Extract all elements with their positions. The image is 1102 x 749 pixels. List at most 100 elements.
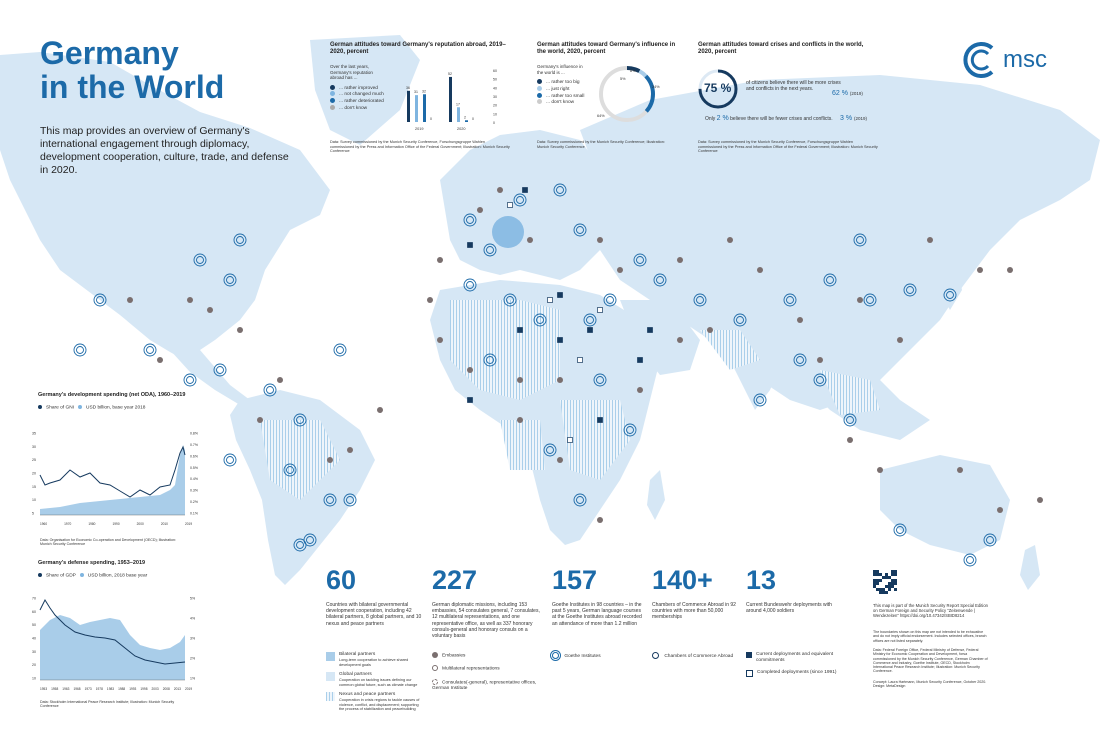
legend-item: Current deployments and equivalent commi… — [746, 652, 846, 664]
legend-label: Nexus and peace partners — [339, 692, 396, 697]
qr-module — [891, 579, 894, 582]
legend-dot — [78, 405, 82, 409]
legend-dot — [537, 79, 542, 84]
qr-module — [894, 579, 897, 582]
goethe-marker — [483, 243, 497, 257]
goethe-marker-inner — [596, 376, 604, 384]
area-series — [40, 615, 185, 680]
qr-module — [879, 591, 882, 594]
legend-label: Share of GNI — [46, 405, 74, 411]
axis-tick: 2003 — [152, 687, 159, 691]
goethe-marker-inner — [516, 196, 524, 204]
goethe-marker-inner — [626, 426, 634, 434]
embassy-marker — [187, 297, 193, 303]
embassy-marker — [327, 457, 333, 463]
chamber-icon — [652, 652, 659, 659]
goethe-marker-inner — [546, 446, 554, 454]
influence-title: German attitudes toward Germany's influe… — [537, 42, 676, 55]
embassy-marker — [127, 297, 133, 303]
stat-description: Chambers of Commerce Abroad in 92 countr… — [652, 602, 736, 621]
goethe-marker-inner — [636, 256, 644, 264]
goethe-marker — [193, 253, 207, 267]
axis-tick: 5% — [190, 597, 195, 601]
axis-tick: 2008 — [163, 687, 170, 691]
embassy-marker — [997, 507, 1003, 513]
goethe-marker-inner — [486, 356, 494, 364]
year-label: 2019 — [415, 127, 423, 131]
goethe-marker — [463, 213, 477, 227]
embassy-marker — [897, 337, 903, 343]
embassy-marker — [207, 307, 213, 313]
qr-module — [876, 588, 879, 591]
axis-tick: 1978 — [96, 687, 103, 691]
consulate-icon — [432, 678, 438, 685]
axis-tick: 10 — [32, 677, 36, 681]
sidebar-concept: Concept: Laura Hartmann, Munich Security… — [873, 680, 987, 689]
goethe-marker-inner — [536, 316, 544, 324]
embassy-marker — [527, 237, 533, 243]
axis-tick: 20 — [32, 663, 36, 667]
goethe-icon — [552, 652, 559, 659]
goethe-marker — [93, 293, 107, 307]
crises-main-value: 75 % — [704, 81, 732, 95]
axis-tick: 50 — [493, 78, 497, 82]
qr-module — [876, 573, 879, 576]
stat-number: 157 — [552, 565, 598, 595]
influence-panel: German attitudes toward Germany's influe… — [537, 42, 677, 106]
embassy-marker — [877, 467, 883, 473]
def-spending-chart: 70 60 50 40 30 20 10 5% 4% 3% 2% 1% 1953 1958 1963 1968… — [32, 597, 195, 692]
legend-chambers: Chambers of Commerce Abroad — [652, 652, 733, 660]
qr-code-icon — [873, 570, 897, 594]
legend-item: Bilateral partners Long-term cooperation … — [326, 652, 421, 667]
title-line1: Germany — [40, 35, 179, 71]
page-title: Germany in the World — [40, 36, 224, 104]
embassy-marker — [857, 297, 863, 303]
qr-module — [891, 582, 894, 585]
embassy-marker — [597, 517, 603, 523]
axis-tick: 1990 — [113, 522, 120, 526]
crises-second-prefix: Only — [705, 116, 716, 122]
embassy-marker — [557, 457, 563, 463]
deployment-marker — [517, 327, 523, 333]
stat-chambers: 140+ Chambers of Commerce Abroad in 92 c… — [652, 566, 742, 621]
legend-label: Current deployments and equivalent commi… — [756, 652, 834, 663]
goethe-marker-inner — [196, 256, 204, 264]
goethe-marker — [583, 313, 597, 327]
embassy-marker — [1007, 267, 1013, 273]
bar — [415, 95, 418, 122]
crises-compare-second: 3 % (2019) — [840, 115, 867, 122]
deployment-marker — [467, 242, 473, 248]
influence-source: Data: Survey commissioned by the Munich … — [537, 140, 665, 149]
legend-label: Embassies — [442, 653, 466, 659]
bar-label: 52 — [448, 72, 452, 76]
axis-tick: 0.1% — [190, 512, 198, 516]
goethe-marker — [893, 523, 907, 537]
qr-module — [891, 573, 894, 576]
donut-label: 5% — [620, 77, 626, 81]
year-label: 2020 — [457, 127, 465, 131]
deployment-marker — [547, 297, 553, 303]
goethe-marker — [813, 373, 827, 387]
axis-tick: 1993 — [129, 687, 136, 691]
legend-item: Nexus and peace partners Cooperation in c… — [326, 692, 421, 712]
legend-dot — [38, 405, 42, 409]
global-swatch — [326, 672, 335, 681]
deployment-marker — [567, 437, 573, 443]
bar-label: 2 — [464, 115, 466, 119]
goethe-marker — [293, 538, 307, 552]
axis-tick: 1998 — [140, 687, 147, 691]
crises-main-text: of citizens believe there will be more c… — [746, 80, 841, 93]
qr-module — [888, 576, 891, 579]
title-line2: in the World — [40, 69, 225, 105]
qr-module — [894, 588, 897, 591]
embassy-marker — [517, 417, 523, 423]
goethe-marker — [503, 293, 517, 307]
crises-second-value: 2 % — [716, 115, 729, 122]
goethe-marker — [333, 343, 347, 357]
qr-module — [882, 591, 885, 594]
embassy-marker — [797, 317, 803, 323]
goethe-marker — [693, 293, 707, 307]
goethe-marker-inner — [226, 456, 234, 464]
line-series — [39, 445, 186, 498]
